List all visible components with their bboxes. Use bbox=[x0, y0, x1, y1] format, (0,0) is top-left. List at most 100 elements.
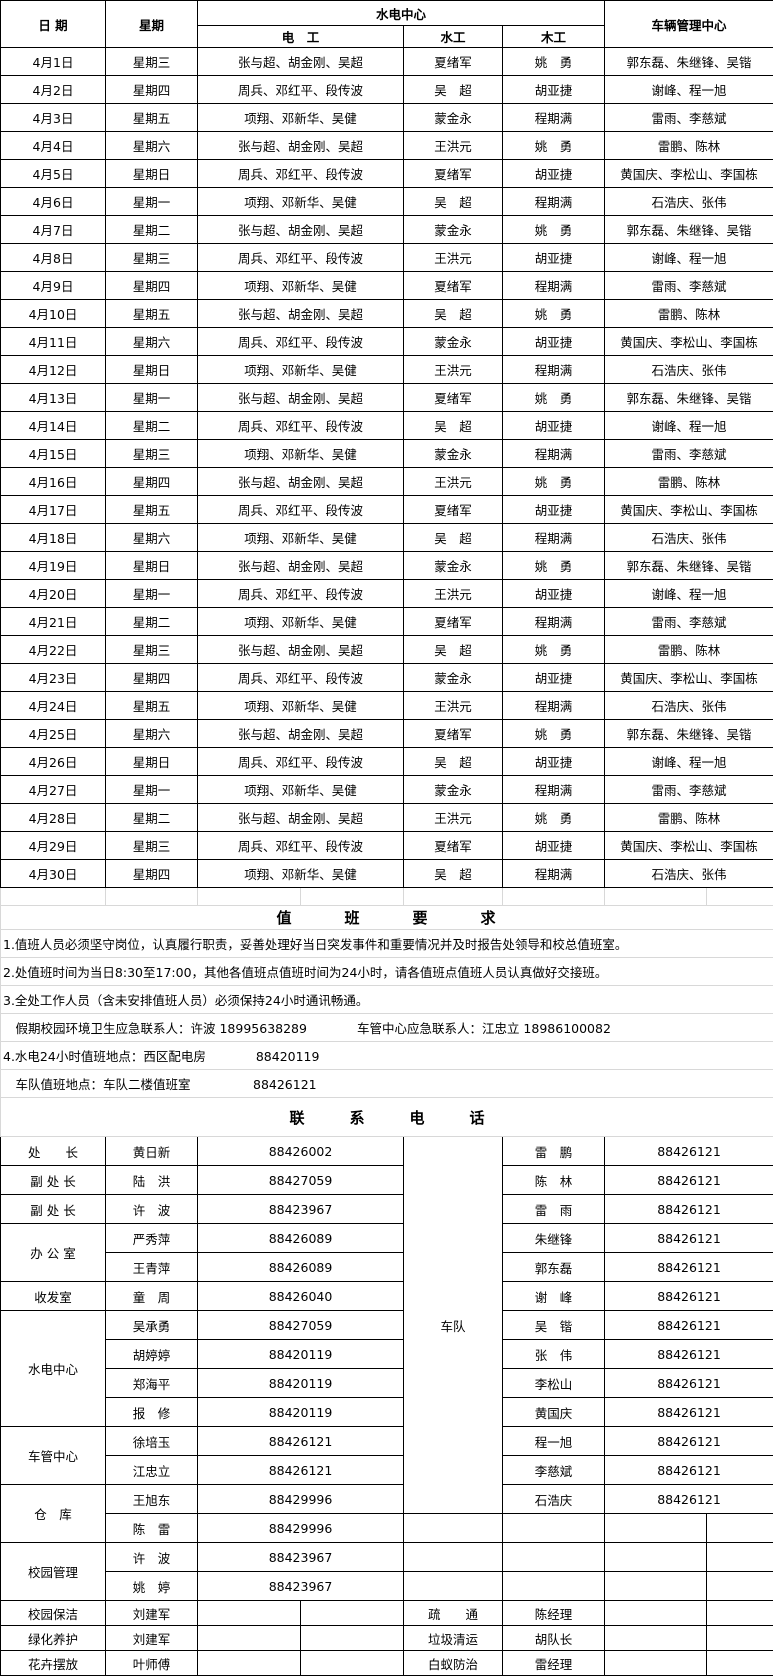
contact-row: 校园管理许 波 88423967 bbox=[0, 1542, 773, 1601]
empty-cell bbox=[706, 1513, 773, 1543]
electrician-cell: 张与超、胡金刚、吴超 bbox=[197, 215, 404, 244]
empty-cell bbox=[706, 1542, 773, 1572]
carpenter-cell: 程期满 bbox=[501, 439, 606, 468]
electrician-cell: 项翔、邓新华、吴健 bbox=[197, 523, 404, 552]
plumber-cell: 蒙金永 bbox=[403, 775, 503, 804]
fleet-contact-phone: 88426121 bbox=[604, 1455, 773, 1485]
fleet-contact-phone: 88426121 bbox=[604, 1339, 773, 1369]
header-weekday: 星期 bbox=[105, 0, 198, 48]
date-cell: 4月12日 bbox=[0, 355, 106, 384]
date-cell: 4月14日 bbox=[0, 411, 106, 440]
department-label: 副 处 长 bbox=[0, 1165, 106, 1195]
date-cell: 4月17日 bbox=[0, 495, 106, 524]
schedule-row: 4月3日 星期五 项翔、邓新华、吴健 蒙金永 程期满 雷雨、李慈斌 bbox=[0, 103, 773, 132]
plumber-cell: 王洪元 bbox=[403, 803, 503, 832]
contact-phone: 88426089 bbox=[197, 1223, 404, 1253]
vehicle-duty-cell: 谢峰、程一旭 bbox=[604, 747, 773, 776]
header-carpenter: 木工 bbox=[501, 25, 606, 48]
carpenter-cell: 程期满 bbox=[501, 271, 606, 300]
plumber-cell: 夏绪军 bbox=[403, 495, 503, 524]
plumber-cell: 吴 超 bbox=[403, 747, 503, 776]
contact-phone: 88426121 bbox=[197, 1455, 404, 1485]
weekday-cell: 星期六 bbox=[105, 327, 198, 356]
empty-cell bbox=[300, 1650, 404, 1676]
weekday-cell: 星期一 bbox=[105, 579, 198, 608]
plumber-cell: 夏绪军 bbox=[403, 159, 503, 188]
schedule-row: 4月16日 星期四 张与超、胡金刚、吴超 王洪元姚 勇雷鹏、陈林 bbox=[0, 467, 773, 496]
electrician-cell: 张与超、胡金刚、吴超 bbox=[197, 467, 404, 496]
date-cell: 4月4日 bbox=[0, 131, 106, 160]
requirement-text: 3.全处工作人员（含未安排值班人员）必须保持24小时通讯畅通。 bbox=[0, 985, 773, 1014]
contact-row: 仓 库王旭东 88429996 石浩庆 88426121 bbox=[0, 1484, 773, 1543]
vehicle-duty-cell: 郭东磊、朱继锋、吴锴 bbox=[604, 551, 773, 580]
electrician-cell: 周兵、邓红平、段传波 bbox=[197, 747, 404, 776]
contact-name: 王青萍 bbox=[105, 1252, 198, 1282]
weekday-cell: 星期五 bbox=[105, 299, 198, 328]
plumber-cell: 夏绪军 bbox=[403, 719, 503, 748]
date-cell: 4月9日 bbox=[0, 271, 106, 300]
requirement-row: 4.水电24小时值班地点：西区配电房 88420119 bbox=[0, 1041, 773, 1070]
department-label: 校园管理 bbox=[0, 1542, 106, 1601]
weekday-cell: 星期日 bbox=[105, 551, 198, 580]
contact-phone: 88427059 bbox=[197, 1165, 404, 1195]
empty-cell bbox=[501, 1513, 606, 1543]
carpenter-cell: 姚 勇 bbox=[501, 47, 606, 76]
plumber-cell: 夏绪军 bbox=[403, 383, 503, 412]
fleet-contact-name: 李慈斌 bbox=[501, 1455, 606, 1485]
contact-phone: 88426121 bbox=[197, 1426, 404, 1456]
weekday-cell: 星期五 bbox=[105, 103, 198, 132]
header-plumber: 水工 bbox=[403, 25, 503, 48]
schedule-row: 4月24日 星期五 项翔、邓新华、吴健 王洪元 程期满 石浩庆、张伟 bbox=[0, 691, 773, 720]
contact-row: 办 公 室严秀萍 88426089 朱继锋 88426121 bbox=[0, 1223, 773, 1282]
weekday-cell: 星期四 bbox=[105, 859, 198, 888]
electrician-cell: 项翔、邓新华、吴健 bbox=[197, 691, 404, 720]
weekday-cell: 星期一 bbox=[105, 187, 198, 216]
empty-cell bbox=[403, 1542, 503, 1572]
schedule-row: 4月20日 星期一 周兵、邓红平、段传波 王洪元 胡亚捷 谢峰、程一旭 bbox=[0, 579, 773, 608]
empty-cell bbox=[197, 1650, 301, 1676]
plumber-cell: 蒙金永 bbox=[403, 215, 503, 244]
plumber-cell: 夏绪军 bbox=[403, 271, 503, 300]
requirements-title-row: 值 班 要 求 bbox=[0, 905, 773, 930]
vehicle-duty-cell: 雷鹏、陈林 bbox=[604, 635, 773, 664]
fleet-contact-name: 吴 锴 bbox=[501, 1310, 606, 1340]
electrician-cell: 周兵、邓红平、段传波 bbox=[197, 579, 404, 608]
date-cell: 4月2日 bbox=[0, 75, 106, 104]
requirement-text: 2.处值班时间为当日8:30至17:00，其他各值班点值班时间为24小时，请各值… bbox=[0, 957, 773, 986]
header-vehicle-center: 车辆管理中心 bbox=[604, 0, 773, 48]
weekday-cell: 星期五 bbox=[105, 691, 198, 720]
contact-phone: 88429996 bbox=[197, 1484, 404, 1514]
carpenter-cell: 程期满 bbox=[501, 607, 606, 636]
schedule-row: 4月5日 星期日 周兵、邓红平、段传波 夏绪军 胡亚捷 黄国庆、李松山、李国栋 bbox=[0, 159, 773, 188]
schedule-row: 4月22日 星期三 张与超、胡金刚、吴超吴 超姚 勇雷鹏、陈林 bbox=[0, 635, 773, 664]
empty-cell bbox=[706, 1650, 773, 1676]
contact-phone: 88426002 bbox=[197, 1136, 404, 1166]
carpenter-cell: 姚 勇 bbox=[501, 299, 606, 328]
plumber-cell: 蒙金永 bbox=[403, 103, 503, 132]
service-row: 绿化养护 刘建军 垃圾清运 胡队长 bbox=[0, 1625, 773, 1651]
contact-name: 陈 雷 bbox=[105, 1513, 198, 1543]
empty-cell bbox=[604, 1542, 708, 1572]
plumber-cell: 王洪元 bbox=[403, 467, 503, 496]
requirement-row: 车队值班地点：车队二楼值班室 88426121 bbox=[0, 1069, 773, 1098]
fleet-contact-name: 朱继锋 bbox=[501, 1223, 606, 1253]
plumber-cell: 吴 超 bbox=[403, 859, 503, 888]
fleet-contact-phone: 88426121 bbox=[604, 1165, 773, 1195]
electrician-cell: 周兵、邓红平、段传波 bbox=[197, 663, 404, 692]
contact-phone: 88426089 bbox=[197, 1252, 404, 1282]
service-label: 垃圾清运 bbox=[403, 1625, 503, 1651]
vehicle-duty-cell: 郭东磊、朱继锋、吴锴 bbox=[604, 719, 773, 748]
vehicle-duty-cell: 雷鹏、陈林 bbox=[604, 131, 773, 160]
service-contact: 刘建军 bbox=[105, 1625, 198, 1651]
date-cell: 4月29日 bbox=[0, 831, 106, 860]
department-label: 副 处 长 bbox=[0, 1194, 106, 1224]
contacts-title: 联 系 电 话 bbox=[0, 1097, 773, 1137]
fleet-contact-name: 程一旭 bbox=[501, 1426, 606, 1456]
department-label: 处 长 bbox=[0, 1136, 106, 1166]
department-label: 车管中心 bbox=[0, 1426, 106, 1485]
vehicle-duty-cell: 雷鹏、陈林 bbox=[604, 299, 773, 328]
date-cell: 4月8日 bbox=[0, 243, 106, 272]
date-cell: 4月16日 bbox=[0, 467, 106, 496]
electrician-cell: 周兵、邓红平、段传波 bbox=[197, 495, 404, 524]
contact-row: 副 处 长许 波 88423967 雷 雨 88426121 bbox=[0, 1194, 773, 1224]
